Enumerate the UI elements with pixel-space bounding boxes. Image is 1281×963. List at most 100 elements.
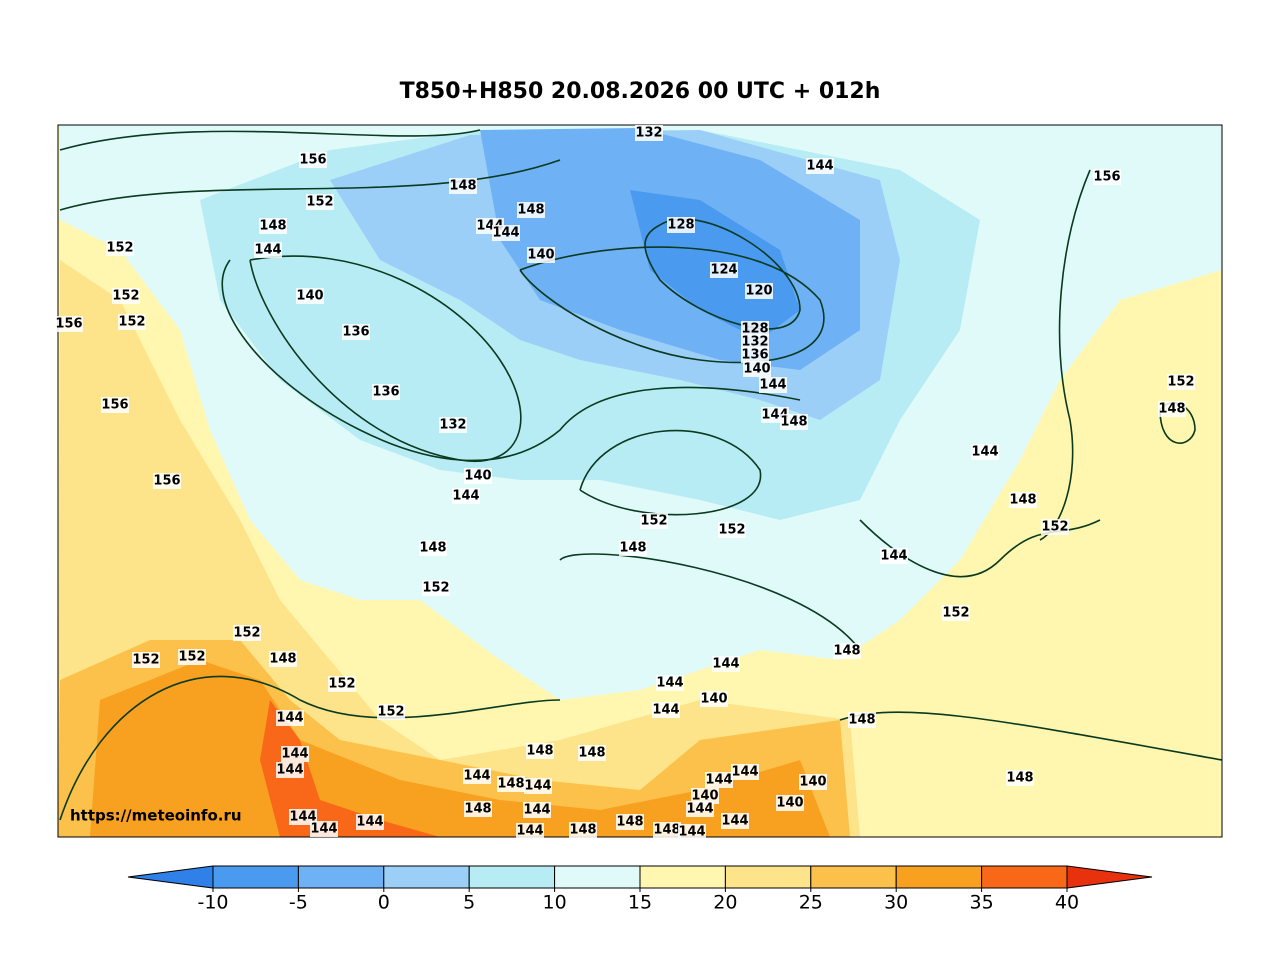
contour-label-bg (799, 774, 827, 790)
colorbar-tick-label: 10 (543, 892, 567, 914)
contour-label-bg (464, 468, 492, 484)
colorbar-tick-label: 40 (1055, 892, 1079, 914)
colorbar-segment (981, 865, 1068, 889)
contour-label-bg (112, 288, 140, 304)
contour-label-bg (700, 691, 728, 707)
contour-label: 148 (1006, 771, 1033, 786)
contour-label: 144 (254, 243, 281, 258)
contour-label: 148 (259, 219, 286, 234)
colorbar-segment (212, 865, 299, 889)
contour-label: 144 (356, 815, 383, 830)
contour-label: 156 (101, 398, 128, 413)
contour-label: 144 (281, 747, 308, 762)
contour-label-bg (880, 548, 908, 564)
contour-label-bg (667, 217, 695, 233)
colorbar-segment (554, 865, 641, 889)
contour-label: 152 (328, 677, 355, 692)
contour-label: 148 (269, 652, 296, 667)
contour-label-bg (780, 414, 808, 430)
contour-label: 144 (678, 825, 705, 840)
contour-label: 144 (721, 814, 748, 829)
contour-label: 144 (276, 763, 303, 778)
contour-label-bg (524, 778, 552, 794)
contour-label: 152 (112, 289, 139, 304)
contour-label: 140 (700, 692, 727, 707)
contour-label-bg (1009, 492, 1037, 508)
contour-label: 156 (299, 153, 326, 168)
contour-label: 140 (527, 248, 554, 263)
contour-label: 148 (526, 744, 553, 759)
contour-label-bg (328, 676, 356, 692)
contour-label: 152 (640, 514, 667, 529)
contour-label: 140 (743, 362, 770, 377)
colorbar-segment (468, 865, 556, 889)
contour-label-bg (578, 745, 606, 761)
colorbar-tick-label: 25 (799, 892, 823, 914)
contour-label: 148 (578, 746, 605, 761)
contour-label: 120 (745, 284, 772, 299)
contour-label: 148 (1158, 402, 1185, 417)
contour-label: 152 (306, 195, 333, 210)
contour-label-bg (971, 444, 999, 460)
contour-label-bg (516, 823, 544, 839)
map-field (58, 125, 1222, 837)
contour-label: 136 (372, 385, 399, 400)
contour-label: 144 (452, 489, 479, 504)
contour-label-bg (356, 814, 384, 830)
colorbar-tick-label: 30 (884, 892, 908, 914)
contour-label: 148 (619, 541, 646, 556)
contour-label-bg (833, 643, 861, 659)
contour-label: 144 (705, 773, 732, 788)
contour-label: 144 (880, 549, 907, 564)
contour-label-bg (1006, 770, 1034, 786)
contour-label: 148 (497, 777, 524, 792)
contour-label-bg (377, 704, 405, 720)
contour-label-bg (153, 473, 181, 489)
contour-label-bg (106, 240, 134, 256)
contour-label-bg (306, 194, 334, 210)
contour-label: 144 (656, 676, 683, 691)
colorbar-tick-label: 15 (628, 892, 652, 914)
contour-label-bg (492, 225, 520, 241)
contour-label-bg (254, 242, 282, 258)
contour-label-bg (55, 316, 83, 332)
contour-label-bg (731, 764, 759, 780)
contour-label-bg (372, 384, 400, 400)
contour-label: 152 (178, 650, 205, 665)
contour-label: 144 (652, 703, 679, 718)
contour-label: 144 (524, 779, 551, 794)
contour-label-bg (710, 262, 738, 278)
contour-label-bg (523, 802, 551, 818)
colorbar-extend-low (127, 865, 214, 889)
contour-label-bg (497, 776, 525, 792)
colorbar-segment (810, 865, 897, 889)
contour-label-bg (616, 814, 644, 830)
contour-label-bg (569, 822, 597, 838)
contour-label: 148 (780, 415, 807, 430)
contour-label: 132 (439, 418, 466, 433)
contour-label: 156 (55, 317, 82, 332)
contour-label: 148 (569, 823, 596, 838)
contour-label-bg (678, 824, 706, 840)
contour-label-bg (276, 762, 304, 778)
contour-label: 152 (233, 626, 260, 641)
contour-label-bg (233, 625, 261, 641)
contour-label-bg (741, 334, 769, 350)
contour-label-bg (705, 772, 733, 788)
contour-label-bg (652, 702, 680, 718)
contour-label-bg (806, 158, 834, 174)
contour-label-bg (741, 347, 769, 363)
contour-label: 140 (691, 789, 718, 804)
contour-label-bg (464, 801, 492, 817)
contour-label-bg (118, 314, 146, 330)
watermark: https://meteoinfo.ru (70, 807, 242, 825)
contour-label: 144 (686, 802, 713, 817)
contour-label-bg (691, 788, 719, 804)
contour-label-bg (419, 540, 447, 556)
contour-label: 152 (377, 705, 404, 720)
contour-label-bg (452, 488, 480, 504)
contour-label: 144 (463, 769, 490, 784)
contour-label-bg (463, 768, 491, 784)
contour-label: 136 (741, 348, 768, 363)
